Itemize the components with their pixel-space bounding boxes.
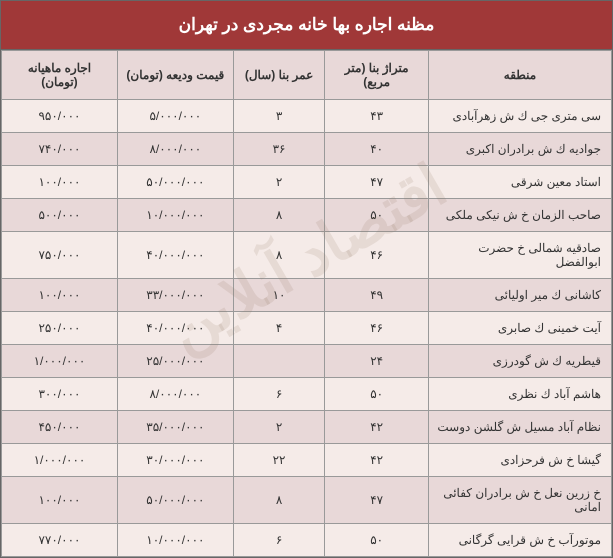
table-cell: ۱۰/۰۰۰/۰۰۰ <box>117 199 233 232</box>
table-row: گیشا خ ش فرحزادی۴۲۲۲۳۰/۰۰۰/۰۰۰۱/۰۰۰/۰۰۰ <box>2 444 612 477</box>
table-cell: ۷۵۰/۰۰۰ <box>2 232 118 279</box>
table-cell: ۳۰/۰۰۰/۰۰۰ <box>117 444 233 477</box>
table-cell: ۴۷ <box>325 166 429 199</box>
table-cell: ۶ <box>233 524 325 557</box>
table-cell: ۷۷۰/۰۰۰ <box>2 524 118 557</box>
header-row: منطقه متراژ بنا (متر مربع) عمر بنا (سال)… <box>2 51 612 100</box>
table-cell: آیت خمینی ك صابری <box>429 312 612 345</box>
table-cell: ۶ <box>233 378 325 411</box>
table-cell: ۴۷ <box>325 477 429 524</box>
table-cell: ۵۰ <box>325 378 429 411</box>
table-cell: ۱۰۰/۰۰۰ <box>2 166 118 199</box>
table-row: نظام آباد مسیل ش گلشن دوست۴۲۲۳۵/۰۰۰/۰۰۰۴… <box>2 411 612 444</box>
table-cell: ۲۵۰/۰۰۰ <box>2 312 118 345</box>
table-row: سی متری جی ك ش زهرآبادی۴۳۳۵/۰۰۰/۰۰۰۹۵۰/۰… <box>2 100 612 133</box>
table-cell: ۸ <box>233 199 325 232</box>
table-cell: سی متری جی ك ش زهرآبادی <box>429 100 612 133</box>
table-cell: ۳۰۰/۰۰۰ <box>2 378 118 411</box>
table-cell: گیشا خ ش فرحزادی <box>429 444 612 477</box>
table-cell: ۲۴ <box>325 345 429 378</box>
table-container: مظنه اجاره بها خانه مجردی در تهران منطقه… <box>0 0 613 558</box>
table-cell: ۸/۰۰۰/۰۰۰ <box>117 378 233 411</box>
table-body: سی متری جی ك ش زهرآبادی۴۳۳۵/۰۰۰/۰۰۰۹۵۰/۰… <box>2 100 612 557</box>
table-row: قیطریه ك ش گودرزی۲۴ ۲۵/۰۰۰/۰۰۰۱/۰۰۰/۰۰۰ <box>2 345 612 378</box>
table-cell: ۳۵/۰۰۰/۰۰۰ <box>117 411 233 444</box>
table-cell: ۱/۰۰۰/۰۰۰ <box>2 345 118 378</box>
table-cell: نظام آباد مسیل ش گلشن دوست <box>429 411 612 444</box>
table-row: صادقیه شمالی خ حضرت ابوالفضل۴۶۸۴۰/۰۰۰/۰۰… <box>2 232 612 279</box>
table-cell: ۲ <box>233 411 325 444</box>
table-cell: ۴۶ <box>325 232 429 279</box>
table-cell: ۱۰/۰۰۰/۰۰۰ <box>117 524 233 557</box>
table-row: جوادیه ك ش برادران اكبری۴۰۳۶۸/۰۰۰/۰۰۰۷۴۰… <box>2 133 612 166</box>
table-cell: ۳۳/۰۰۰/۰۰۰ <box>117 279 233 312</box>
table-cell: ۵۰/۰۰۰/۰۰۰ <box>117 477 233 524</box>
table-cell: ۴۳ <box>325 100 429 133</box>
table-cell: ۵/۰۰۰/۰۰۰ <box>117 100 233 133</box>
table-cell: ۸ <box>233 232 325 279</box>
table-cell: ۴۲ <box>325 411 429 444</box>
table-cell: ۴۰/۰۰۰/۰۰۰ <box>117 312 233 345</box>
table-cell: صادقیه شمالی خ حضرت ابوالفضل <box>429 232 612 279</box>
table-cell: ۱۰ <box>233 279 325 312</box>
table-row: هاشم آباد ك نظری۵۰۶۸/۰۰۰/۰۰۰۳۰۰/۰۰۰ <box>2 378 612 411</box>
table-cell: ۴۲ <box>325 444 429 477</box>
table-cell: ۴۰ <box>325 133 429 166</box>
table-cell: ۲۵/۰۰۰/۰۰۰ <box>117 345 233 378</box>
table-row: موتورآب خ ش قرایی گرگانی۵۰۶۱۰/۰۰۰/۰۰۰۷۷۰… <box>2 524 612 557</box>
table-cell: ۴۰/۰۰۰/۰۰۰ <box>117 232 233 279</box>
col-region: منطقه <box>429 51 612 100</box>
table-cell: ۳۶ <box>233 133 325 166</box>
col-rent: اجاره ماهیانه (تومان) <box>2 51 118 100</box>
table-row: خ زرین نعل خ ش برادران کفائی امانی۴۷۸۵۰/… <box>2 477 612 524</box>
table-cell: ۴۵۰/۰۰۰ <box>2 411 118 444</box>
col-deposit: قیمت ودیعه (تومان) <box>117 51 233 100</box>
page-title: مظنه اجاره بها خانه مجردی در تهران <box>1 1 612 50</box>
table-cell: ۵۰ <box>325 199 429 232</box>
table-cell <box>233 345 325 378</box>
table-cell: ۵۰/۰۰۰/۰۰۰ <box>117 166 233 199</box>
table-cell: ۷۴۰/۰۰۰ <box>2 133 118 166</box>
table-cell: جوادیه ك ش برادران اكبری <box>429 133 612 166</box>
table-cell: ۲ <box>233 166 325 199</box>
col-age: عمر بنا (سال) <box>233 51 325 100</box>
table-cell: موتورآب خ ش قرایی گرگانی <box>429 524 612 557</box>
table-cell: ۸ <box>233 477 325 524</box>
table-cell: ۵۰ <box>325 524 429 557</box>
table-cell: استاد معین شرقی <box>429 166 612 199</box>
table-cell: صاحب الزمان خ ش نیکی ملکی <box>429 199 612 232</box>
table-cell: ۱۰۰/۰۰۰ <box>2 279 118 312</box>
table-cell: ۱/۰۰۰/۰۰۰ <box>2 444 118 477</box>
table-cell: ۲۲ <box>233 444 325 477</box>
table-cell: خ زرین نعل خ ش برادران کفائی امانی <box>429 477 612 524</box>
rent-table: منطقه متراژ بنا (متر مربع) عمر بنا (سال)… <box>1 50 612 557</box>
col-area: متراژ بنا (متر مربع) <box>325 51 429 100</box>
table-cell: ۳ <box>233 100 325 133</box>
table-cell: ۵۰۰/۰۰۰ <box>2 199 118 232</box>
table-cell: کاشانی ك میر اولیائی <box>429 279 612 312</box>
table-cell: هاشم آباد ك نظری <box>429 378 612 411</box>
table-cell: ۸/۰۰۰/۰۰۰ <box>117 133 233 166</box>
table-cell: ۴ <box>233 312 325 345</box>
table-cell: قیطریه ك ش گودرزی <box>429 345 612 378</box>
table-cell: ۴۶ <box>325 312 429 345</box>
table-cell: ۹۵۰/۰۰۰ <box>2 100 118 133</box>
table-cell: ۴۹ <box>325 279 429 312</box>
table-cell: ۱۰۰/۰۰۰ <box>2 477 118 524</box>
table-row: آیت خمینی ك صابری۴۶۴۴۰/۰۰۰/۰۰۰۲۵۰/۰۰۰ <box>2 312 612 345</box>
table-row: کاشانی ك میر اولیائی۴۹۱۰۳۳/۰۰۰/۰۰۰۱۰۰/۰۰… <box>2 279 612 312</box>
table-row: استاد معین شرقی۴۷۲۵۰/۰۰۰/۰۰۰۱۰۰/۰۰۰ <box>2 166 612 199</box>
table-row: صاحب الزمان خ ش نیکی ملکی۵۰۸۱۰/۰۰۰/۰۰۰۵۰… <box>2 199 612 232</box>
